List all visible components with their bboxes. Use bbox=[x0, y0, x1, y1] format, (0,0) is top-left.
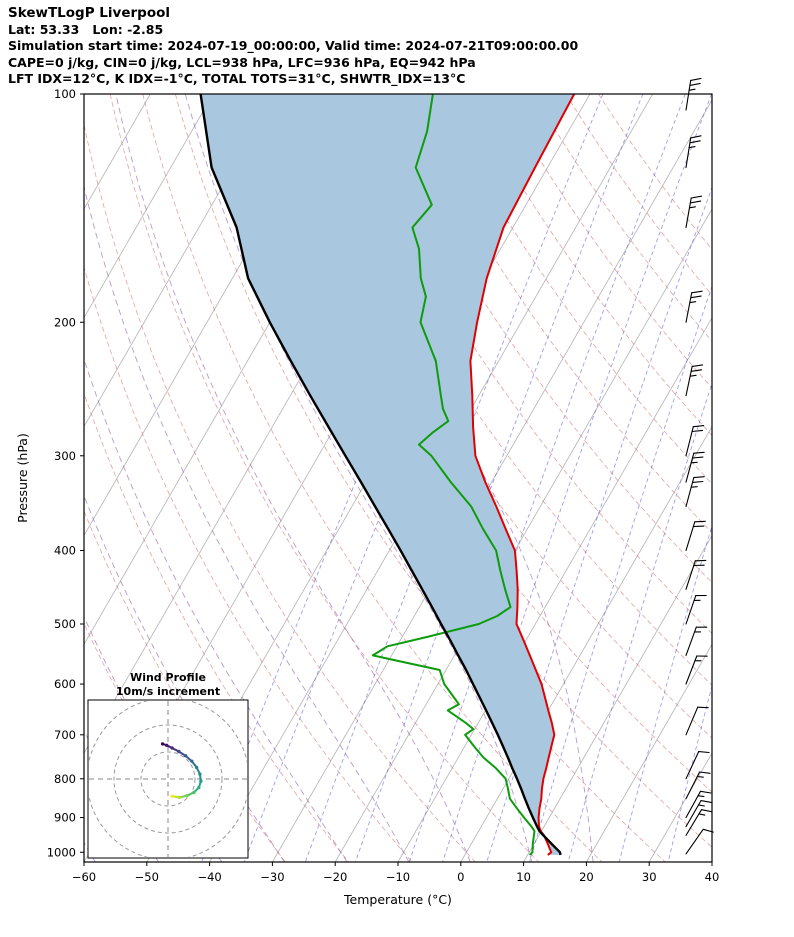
axis-text: −60 −50 −40 −30 −20 −10 0 10 20 30 40 100 200 300 400 5… bbox=[15, 87, 719, 907]
plot-area bbox=[84, 94, 712, 862]
svg-text:−10: −10 bbox=[386, 870, 410, 884]
svg-text:900: 900 bbox=[54, 811, 76, 825]
svg-text:600: 600 bbox=[54, 677, 76, 691]
svg-text:0: 0 bbox=[457, 870, 464, 884]
hodograph-trace bbox=[160, 742, 203, 800]
svg-text:400: 400 bbox=[54, 544, 76, 558]
svg-text:Wind Profile: Wind Profile bbox=[130, 671, 206, 684]
temperature-curve bbox=[469, 94, 576, 856]
hodograph-ring bbox=[140, 751, 196, 807]
svg-text:Temperature (°C): Temperature (°C) bbox=[343, 892, 452, 907]
svg-text:Pressure (hPa): Pressure (hPa) bbox=[15, 433, 30, 523]
svg-text:10: 10 bbox=[516, 870, 531, 884]
svg-text:1000: 1000 bbox=[47, 845, 76, 859]
svg-text:700: 700 bbox=[54, 728, 76, 742]
wind-barbs bbox=[685, 77, 714, 855]
svg-text:500: 500 bbox=[54, 617, 76, 631]
svg-text:10m/s increment: 10m/s increment bbox=[116, 685, 220, 698]
stability-line-2: LFT IDX=12°C, K IDX=-1°C, TOTAL TOTS=31°… bbox=[8, 71, 466, 86]
svg-text:100: 100 bbox=[54, 87, 76, 101]
hodograph-ring bbox=[113, 724, 223, 834]
svg-text:−20: −20 bbox=[323, 870, 347, 884]
times-line: Simulation start time: 2024-07-19_00:00:… bbox=[8, 38, 579, 53]
svg-text:−30: −30 bbox=[260, 870, 284, 884]
coords-line: Lat: 53.33 Lon: -2.85 bbox=[8, 21, 164, 37]
dewpoint-curve bbox=[371, 94, 536, 856]
svg-text:800: 800 bbox=[54, 772, 76, 786]
axes bbox=[80, 93, 713, 866]
svg-text:30: 30 bbox=[642, 870, 657, 884]
svg-text:300: 300 bbox=[54, 449, 76, 463]
svg-text:−60: −60 bbox=[72, 870, 96, 884]
header-block: SkewTLogP Liverpool Lat: 53.33 Lon: -2.8… bbox=[8, 5, 578, 88]
hodograph-inset bbox=[87, 699, 249, 859]
svg-text:20: 20 bbox=[579, 870, 594, 884]
cape-shading bbox=[200, 94, 575, 855]
svg-text:−50: −50 bbox=[135, 870, 159, 884]
svg-text:200: 200 bbox=[54, 315, 76, 329]
page-title: SkewTLogP Liverpool bbox=[8, 5, 170, 21]
stability-line-1: CAPE=0 j/kg, CIN=0 j/kg, LCL=938 hPa, LF… bbox=[8, 54, 476, 70]
svg-text:−40: −40 bbox=[197, 870, 221, 884]
parcel-curve bbox=[199, 94, 562, 856]
svg-text:40: 40 bbox=[705, 870, 720, 884]
